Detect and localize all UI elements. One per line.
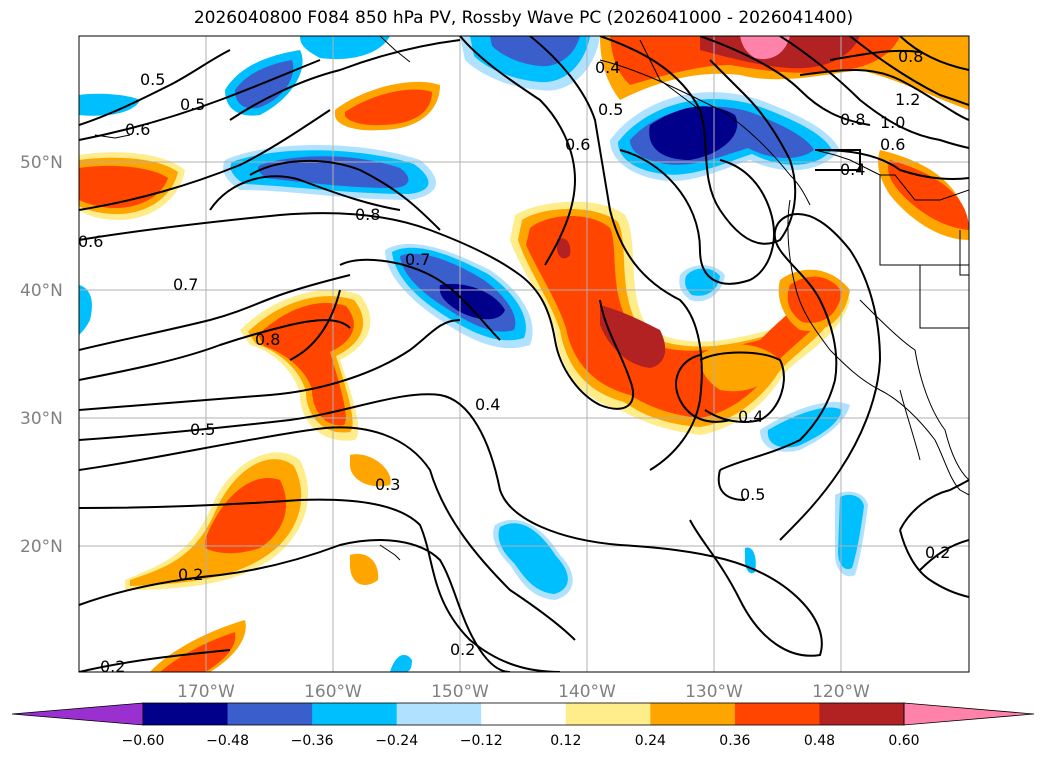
colorbar-extend-high xyxy=(903,702,1035,726)
colorbar-tick-label: 0.60 xyxy=(888,733,919,749)
svg-text:0.6: 0.6 xyxy=(565,135,590,154)
svg-text:0.8: 0.8 xyxy=(898,47,923,66)
svg-text:0.7: 0.7 xyxy=(173,275,198,294)
contour-labels: 0.5 0.5 0.6 0.6 0.8 0.7 0.7 0.8 0.5 0.4 … xyxy=(78,47,950,676)
lon-label: 130°W xyxy=(685,682,743,702)
colorbar-tick-label: 0.12 xyxy=(550,733,581,749)
svg-text:0.8: 0.8 xyxy=(355,205,380,224)
colorbar-segment xyxy=(481,703,567,725)
svg-text:0.5: 0.5 xyxy=(190,420,215,439)
latitude-labels: 50°N 40°N 30°N 20°N xyxy=(20,153,63,557)
lon-label: 140°W xyxy=(558,682,616,702)
lon-label: 160°W xyxy=(304,682,362,702)
lat-label: 50°N xyxy=(20,153,63,173)
lon-label: 120°W xyxy=(812,682,870,702)
map-title: 2026040800 F084 850 hPa PV, Rossby Wave … xyxy=(193,8,854,28)
colorbar-tick-label: 0.36 xyxy=(719,733,750,749)
colorbar-tick-label: −0.24 xyxy=(375,733,418,749)
svg-text:0.8: 0.8 xyxy=(840,110,865,129)
colorbar-tick-label: −0.36 xyxy=(291,733,334,749)
svg-text:0.8: 0.8 xyxy=(255,330,280,349)
longitude-labels: 170°W 160°W 150°W 140°W 130°W 120°W xyxy=(177,682,870,702)
colorbar-frame xyxy=(142,702,905,726)
svg-text:0.6: 0.6 xyxy=(78,232,103,251)
svg-text:0.2: 0.2 xyxy=(925,543,950,562)
svg-text:0.5: 0.5 xyxy=(140,70,165,89)
svg-text:0.6: 0.6 xyxy=(880,135,905,154)
colorbar-tick-label: 0.24 xyxy=(635,733,666,749)
svg-text:0.5: 0.5 xyxy=(740,485,765,504)
map-frame xyxy=(78,35,970,673)
svg-text:1.2: 1.2 xyxy=(895,90,920,109)
colorbar-segment xyxy=(565,703,651,725)
svg-text:0.3: 0.3 xyxy=(375,475,400,494)
colorbar-segment xyxy=(227,703,313,725)
colorbar-tick-label: −0.12 xyxy=(460,733,503,749)
colorbar-segment xyxy=(396,703,482,725)
svg-text:0.2: 0.2 xyxy=(178,565,203,584)
svg-text:0.4: 0.4 xyxy=(738,407,763,426)
svg-text:0.4: 0.4 xyxy=(595,58,620,77)
lon-label: 150°W xyxy=(431,682,489,702)
colorbar-segment xyxy=(143,703,229,725)
lat-label: 20°N xyxy=(20,537,63,557)
colorbar-tick-label: 0.48 xyxy=(804,733,835,749)
colorbar-tick-label: −0.48 xyxy=(206,733,249,749)
svg-text:0.5: 0.5 xyxy=(180,95,205,114)
svg-text:0.5: 0.5 xyxy=(598,100,623,119)
svg-text:0.6: 0.6 xyxy=(125,120,150,139)
colorbar-extend-low xyxy=(11,702,144,726)
colorbar-segment xyxy=(312,703,398,725)
coastlines xyxy=(94,36,969,561)
lat-label: 40°N xyxy=(20,281,63,301)
colorbar-segment xyxy=(734,703,820,725)
pv-anomaly-shading xyxy=(79,36,969,672)
lat-label: 30°N xyxy=(20,409,63,429)
pv-contours xyxy=(79,36,969,672)
lon-label: 170°W xyxy=(177,682,235,702)
svg-text:0.2: 0.2 xyxy=(450,640,475,659)
colorbar-segment xyxy=(650,703,736,725)
colorbar-tick-label: −0.60 xyxy=(122,733,165,749)
colorbar: −0.60 −0.48 −0.36 −0.24 −0.12 0.12 0.24 0.36 0.4… xyxy=(11,702,1035,749)
svg-text:0.7: 0.7 xyxy=(405,250,430,269)
svg-text:1.0: 1.0 xyxy=(880,113,905,132)
colorbar-segment xyxy=(819,703,905,725)
gridlines xyxy=(79,36,969,672)
svg-text:0.4: 0.4 xyxy=(475,395,500,414)
svg-text:0.4: 0.4 xyxy=(840,160,865,179)
svg-text:0.2: 0.2 xyxy=(100,657,125,676)
